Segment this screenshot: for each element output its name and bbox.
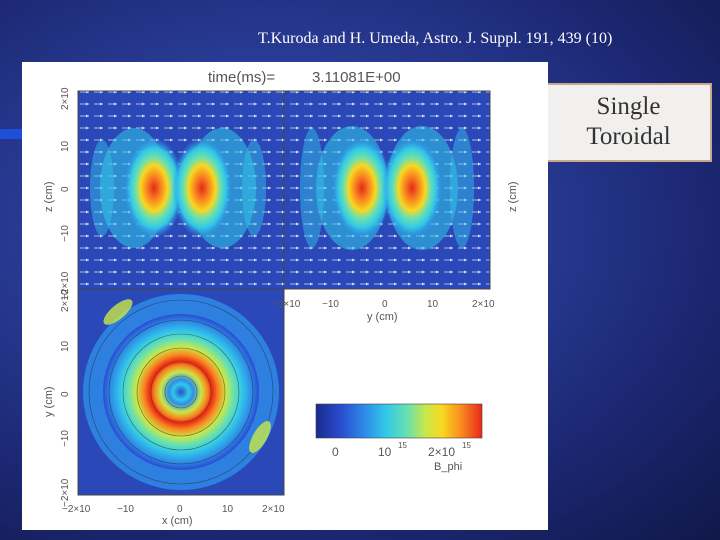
b-xtick-4: 10	[222, 504, 234, 515]
bottom-x-ticks: −2×10 −10 0 10 2×10	[62, 504, 285, 515]
bottom-ylabel: y (cm)	[43, 386, 55, 417]
top-right-panel	[283, 90, 491, 290]
tr-xtick-3: 0	[382, 299, 388, 310]
tr-xtick-1: −2×10	[272, 299, 301, 310]
left-accent-bar	[0, 129, 22, 139]
bottom-y-ticks: 2×10 10 0 −10 −2×10	[60, 289, 71, 507]
bottom-panel	[77, 288, 285, 496]
b-xtick-3: 0	[177, 504, 183, 515]
tl-ytick-1: 2×10	[60, 87, 71, 110]
simulation-figure: time(ms)= 3.11081E+00 2×10 10 0 −10 −2×1…	[22, 62, 548, 530]
tl-ytick-4: −10	[60, 225, 71, 242]
tr-xtick-5: 2×10	[472, 299, 495, 310]
top-left-panel	[77, 90, 285, 290]
colorbar-label: B_phi	[434, 461, 462, 473]
top-left-y-ticks: 2×10 10 0 −10 −2×10	[60, 87, 71, 300]
b-xtick-1: −2×10	[62, 504, 91, 515]
top-right-xlabel: y (cm)	[367, 311, 398, 323]
label-line-2: Toroidal	[586, 123, 671, 150]
label-line-1: Single	[596, 93, 661, 120]
time-value: 3.11081E+00	[312, 69, 401, 86]
b-ytick-5: −2×10	[60, 478, 71, 507]
colorbar-tick-1: 0	[332, 445, 339, 459]
tl-ytick-2: 10	[60, 140, 71, 152]
colorbar-tick-3: 2×10	[428, 445, 455, 459]
bottom-xlabel: x (cm)	[162, 515, 193, 527]
b-xtick-5: 2×10	[262, 504, 285, 515]
colorbar-tick-3-exp: 15	[462, 441, 471, 450]
time-label: time(ms)=	[208, 69, 275, 86]
b-ytick-2: 10	[60, 340, 71, 352]
top-right-ylabel: z (cm)	[507, 181, 519, 212]
b-ytick-1: 2×10	[60, 289, 71, 312]
colorbar: 0 10 15 2×10 15 B_phi	[315, 403, 483, 473]
tr-xtick-4: 10	[427, 299, 439, 310]
colorbar-gradient	[315, 403, 483, 439]
b-ytick-3: 0	[60, 391, 71, 397]
colorbar-tick-2-exp: 15	[398, 441, 407, 450]
tr-xtick-2: −10	[322, 299, 339, 310]
top-left-ylabel: z (cm)	[43, 181, 55, 212]
b-xtick-2: −10	[117, 504, 134, 515]
tl-ytick-3: 0	[60, 186, 71, 192]
top-right-x-ticks: −2×10 −10 0 10 2×10	[272, 299, 495, 310]
b-ytick-4: −10	[60, 430, 71, 447]
colorbar-tick-2: 10	[378, 445, 392, 459]
model-label-box: Single Toroidal	[545, 83, 712, 162]
tl-ytick-5: −2×10	[60, 271, 71, 300]
citation: T.Kuroda and H. Umeda, Astro. J. Suppl. …	[258, 30, 613, 47]
